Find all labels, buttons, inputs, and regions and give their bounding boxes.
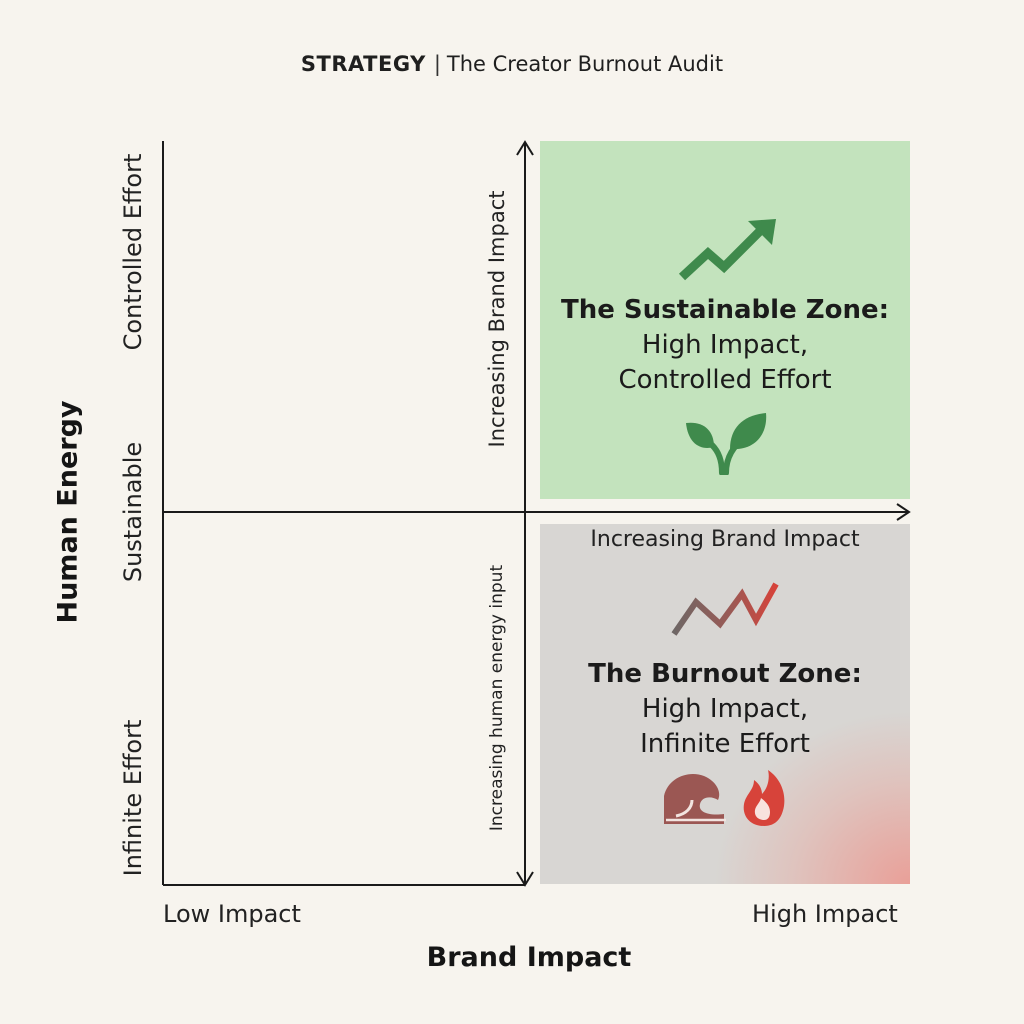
burnout-zone-name: The Burnout Zone: [588, 659, 862, 689]
x-low-label: Low Impact [163, 900, 301, 928]
zigzag-trend-icon [671, 582, 779, 636]
header-category: STRATEGY [300, 52, 426, 76]
fire-icon [743, 770, 785, 826]
header-separator: | [433, 52, 441, 76]
burnout-zone: The Burnout Zone: High Impact, Infinite … [540, 524, 910, 884]
x-high-label: High Impact [752, 900, 898, 928]
y-tick-sustainable: Sustainable [119, 441, 147, 583]
leaf-icon [686, 413, 767, 475]
trend-up-icon [678, 219, 776, 281]
burnout-zone-line1: High Impact, [641, 694, 809, 724]
x-axis-title: Brand Impact [426, 942, 632, 973]
sustainable-zone-line1: High Impact, [641, 330, 809, 360]
lower-vertical-label: Increasing human energy input [487, 564, 507, 832]
page-header: STRATEGY | The Creator Burnout Audit [0, 52, 1024, 76]
burnout-zone-line2: Infinite Effort [640, 729, 810, 759]
y-axis-title: Human Energy [52, 400, 84, 624]
burnout-zone-title: The Burnout Zone: High Impact, Infinite … [540, 657, 910, 762]
sustainable-zone-line2: Controlled Effort [618, 365, 832, 395]
sustainable-zone: The Sustainable Zone: High Impact, Contr… [540, 141, 910, 499]
right-arrowhead [896, 503, 911, 521]
wave-icon [664, 774, 726, 824]
header-title: The Creator Burnout Audit [446, 52, 724, 76]
down-arrowhead [516, 871, 534, 887]
y-tick-infinite-effort: Infinite Effort [119, 719, 147, 877]
up-arrowhead [516, 140, 534, 156]
sustainable-zone-title: The Sustainable Zone: High Impact, Contr… [540, 293, 910, 398]
upper-vertical-label: Increasing Brand Impact [485, 190, 509, 448]
horizontal-axis-label: Increasing Brand Impact [590, 527, 860, 552]
y-tick-controlled-effort: Controlled Effort [119, 153, 147, 351]
sustainable-zone-name: The Sustainable Zone: [560, 295, 890, 325]
